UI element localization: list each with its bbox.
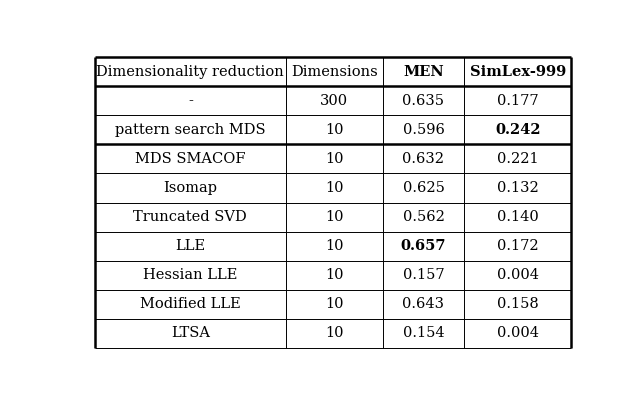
Text: 10: 10 — [325, 210, 344, 224]
Text: 10: 10 — [325, 326, 344, 340]
Text: 0.221: 0.221 — [497, 152, 538, 166]
Text: MDS SMACOF: MDS SMACOF — [135, 152, 246, 166]
Text: LLE: LLE — [175, 239, 205, 253]
Text: 0.643: 0.643 — [403, 297, 445, 311]
Text: 0.154: 0.154 — [403, 326, 444, 340]
Text: -: - — [188, 94, 193, 108]
Text: 0.177: 0.177 — [497, 94, 538, 108]
Text: 10: 10 — [325, 239, 344, 253]
Text: 0.004: 0.004 — [497, 326, 539, 340]
Text: pattern search MDS: pattern search MDS — [115, 123, 266, 137]
Text: 10: 10 — [325, 297, 344, 311]
Text: 0.132: 0.132 — [497, 181, 539, 195]
Text: Dimensionality reduction: Dimensionality reduction — [97, 65, 284, 79]
Text: SimLex-999: SimLex-999 — [470, 65, 566, 79]
Text: 0.158: 0.158 — [497, 297, 539, 311]
Text: 0.172: 0.172 — [497, 239, 538, 253]
Text: 0.140: 0.140 — [497, 210, 539, 224]
Text: 10: 10 — [325, 123, 344, 137]
Text: LTSA: LTSA — [171, 326, 210, 340]
Text: 10: 10 — [325, 152, 344, 166]
Text: 10: 10 — [325, 268, 344, 282]
Text: 0.632: 0.632 — [403, 152, 445, 166]
Text: 0.242: 0.242 — [495, 123, 541, 137]
Text: 0.596: 0.596 — [403, 123, 444, 137]
Text: Isomap: Isomap — [163, 181, 218, 195]
Text: 300: 300 — [320, 94, 348, 108]
Text: 0.157: 0.157 — [403, 268, 444, 282]
Text: Modified LLE: Modified LLE — [140, 297, 241, 311]
Text: 0.004: 0.004 — [497, 268, 539, 282]
Text: MEN: MEN — [403, 65, 444, 79]
Text: Hessian LLE: Hessian LLE — [143, 268, 237, 282]
Text: 0.657: 0.657 — [401, 239, 446, 253]
Text: 0.625: 0.625 — [403, 181, 444, 195]
Text: 0.635: 0.635 — [403, 94, 445, 108]
Text: 0.562: 0.562 — [403, 210, 444, 224]
Text: 10: 10 — [325, 181, 344, 195]
Text: Truncated SVD: Truncated SVD — [134, 210, 247, 224]
Text: Dimensions: Dimensions — [291, 65, 378, 79]
